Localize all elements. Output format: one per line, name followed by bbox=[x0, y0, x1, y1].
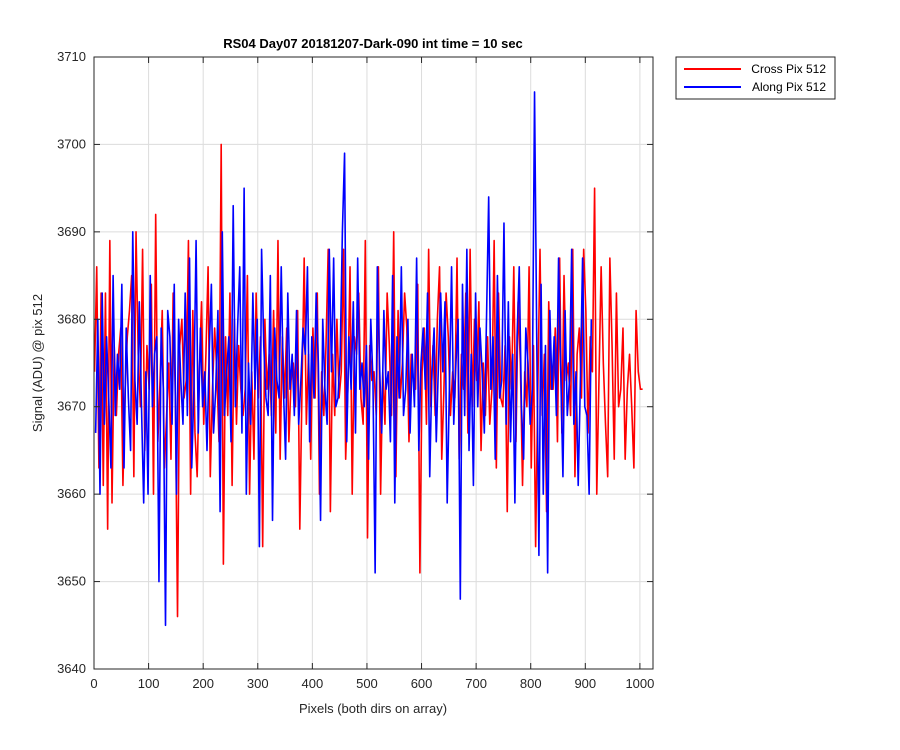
y-tick-label: 3640 bbox=[57, 661, 86, 676]
legend-box bbox=[675, 56, 836, 100]
x-tick-label: 600 bbox=[411, 676, 433, 691]
y-axis-label: Signal (ADU) @ pix 512 bbox=[30, 294, 45, 432]
axis-ticks: 0 100 200 300 400 500 600 700 800 900 1000 3640 3650… bbox=[57, 49, 654, 691]
y-tick-label: 3690 bbox=[57, 224, 86, 239]
x-tick-label: 400 bbox=[302, 676, 324, 691]
x-tick-label: 100 bbox=[138, 676, 160, 691]
x-tick-label: 200 bbox=[192, 676, 214, 691]
x-tick-label: 700 bbox=[465, 676, 487, 691]
y-tick-label: 3680 bbox=[57, 311, 86, 326]
y-tick-label: 3660 bbox=[57, 486, 86, 501]
x-tick-label: 1000 bbox=[625, 676, 654, 691]
x-tick-label: 500 bbox=[356, 676, 378, 691]
y-tick-label: 3650 bbox=[57, 574, 86, 589]
x-axis-label: Pixels (both dirs on array) bbox=[299, 701, 447, 716]
x-tick-label: 800 bbox=[520, 676, 542, 691]
series-line-along-pix-512 bbox=[94, 91, 593, 627]
x-tick-label: 900 bbox=[574, 676, 596, 691]
x-tick-label: 300 bbox=[247, 676, 269, 691]
legend: Cross Pix 512 Along Pix 512 bbox=[675, 56, 836, 100]
y-tick-label: 3700 bbox=[57, 136, 86, 151]
x-tick-label: 0 bbox=[90, 676, 97, 691]
y-tick-label: 3710 bbox=[57, 49, 86, 64]
legend-label-cross: Cross Pix 512 bbox=[751, 62, 826, 76]
plot-frame bbox=[93, 56, 654, 670]
y-tick-label: 3670 bbox=[57, 399, 86, 414]
series-lines bbox=[93, 91, 643, 627]
legend-label-along: Along Pix 512 bbox=[752, 80, 826, 94]
chart-title: RS04 Day07 20181207-Dark-090 int time = … bbox=[223, 36, 523, 51]
